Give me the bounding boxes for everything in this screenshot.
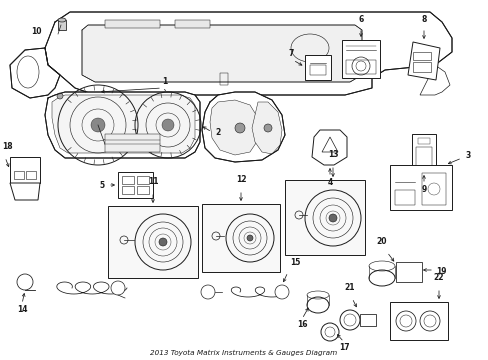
Text: 1: 1 [162, 77, 167, 86]
Bar [417, 138, 429, 144]
Bar [137, 176, 149, 184]
Text: 2: 2 [215, 128, 220, 137]
Text: 10: 10 [31, 27, 42, 36]
Bar [202, 204, 280, 272]
Text: 18: 18 [1, 142, 12, 151]
Bar [105, 20, 160, 28]
Text: 9: 9 [421, 185, 426, 194]
Text: 3: 3 [465, 151, 469, 160]
Polygon shape [10, 183, 40, 200]
Circle shape [246, 235, 252, 241]
Bar [105, 134, 160, 152]
Bar [389, 165, 451, 210]
Circle shape [274, 285, 288, 299]
Polygon shape [311, 130, 346, 165]
Text: 13: 13 [327, 150, 338, 159]
Circle shape [17, 274, 33, 290]
Text: 8: 8 [421, 15, 426, 24]
Circle shape [328, 214, 336, 222]
Text: 14: 14 [17, 305, 27, 314]
Polygon shape [419, 65, 449, 95]
Polygon shape [45, 12, 451, 95]
Bar [359, 314, 375, 326]
Bar [415, 147, 431, 167]
Bar [394, 190, 414, 205]
Text: 21: 21 [344, 283, 354, 292]
Circle shape [162, 119, 174, 131]
Bar [346, 60, 375, 74]
Circle shape [57, 93, 63, 99]
Circle shape [235, 123, 244, 133]
Circle shape [111, 281, 125, 295]
Text: 11: 11 [147, 177, 158, 186]
Polygon shape [52, 95, 195, 153]
Bar [122, 176, 134, 184]
Bar [285, 180, 364, 255]
Text: 12: 12 [235, 175, 246, 184]
Polygon shape [202, 92, 285, 162]
Text: 16: 16 [296, 320, 306, 329]
Bar [341, 40, 379, 78]
Polygon shape [209, 100, 258, 155]
Bar [389, 302, 447, 340]
Bar [10, 157, 40, 183]
Bar [14, 171, 24, 179]
Polygon shape [45, 92, 200, 158]
Bar [220, 73, 227, 85]
Bar [118, 172, 153, 198]
Text: 17: 17 [338, 343, 348, 352]
Text: 20: 20 [376, 237, 386, 246]
Bar [122, 186, 134, 194]
Bar [412, 62, 430, 72]
Polygon shape [10, 48, 60, 98]
Bar [309, 65, 325, 75]
Bar [412, 52, 430, 60]
Text: 5: 5 [100, 180, 105, 189]
Bar [26, 171, 36, 179]
Polygon shape [251, 102, 282, 154]
Bar [305, 55, 330, 80]
Bar [175, 20, 209, 28]
Ellipse shape [58, 18, 66, 22]
Circle shape [91, 118, 105, 132]
Text: 2013 Toyota Matrix Instruments & Gauges Diagram: 2013 Toyota Matrix Instruments & Gauges … [150, 350, 337, 356]
Circle shape [264, 124, 271, 132]
Text: 7: 7 [288, 49, 293, 58]
Text: 6: 6 [358, 15, 363, 24]
Circle shape [201, 285, 215, 299]
Bar [411, 134, 435, 172]
Polygon shape [407, 42, 439, 80]
Bar [108, 206, 198, 278]
Text: 15: 15 [289, 258, 300, 267]
Text: 22: 22 [433, 273, 443, 282]
Bar [58, 20, 66, 30]
Bar [137, 186, 149, 194]
Circle shape [159, 238, 167, 246]
Bar [395, 262, 421, 282]
Text: 4: 4 [326, 178, 332, 187]
Text: 19: 19 [435, 267, 446, 276]
Bar [421, 173, 445, 205]
Polygon shape [82, 25, 361, 82]
